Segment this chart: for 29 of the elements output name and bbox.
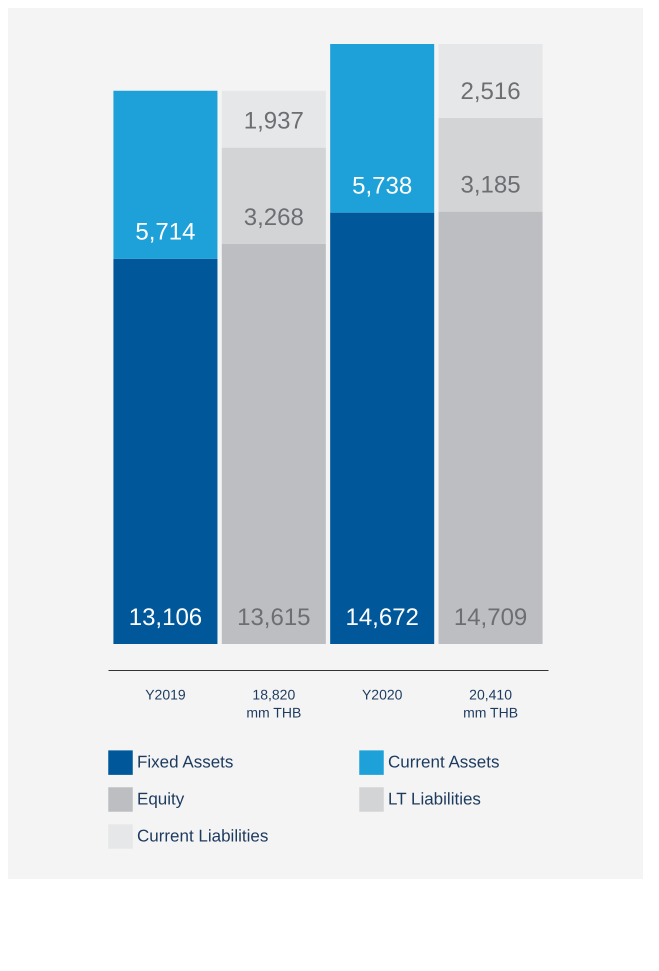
- x-tick-label: 18,820 mm THB: [246, 686, 302, 720]
- data-label: 5,714: [135, 218, 196, 246]
- bar: [113, 258, 218, 644]
- bar: [330, 212, 434, 644]
- bar: [113, 90, 218, 259]
- bar: [222, 244, 326, 644]
- bar: [222, 90, 326, 148]
- bar: [438, 212, 543, 644]
- data-label: 1,937: [244, 108, 304, 135]
- legend-label: Equity: [137, 790, 185, 808]
- data-label: 2,516: [460, 78, 521, 105]
- bar: [330, 44, 434, 213]
- x-tick-label: Y2020: [362, 686, 403, 702]
- data-label: 14,672: [345, 604, 419, 631]
- bar: [222, 148, 326, 244]
- legend-label: Fixed Assets: [137, 752, 234, 772]
- data-label: 3,185: [460, 172, 521, 199]
- legend-label: LT Liabilities: [388, 790, 481, 808]
- legend-label: Current Liabilities: [137, 826, 268, 846]
- data-label: 3,268: [244, 204, 304, 231]
- data-label: 14,709: [454, 604, 528, 631]
- x-tick-label: Y2019: [145, 686, 186, 702]
- x-tick-label: 20,410 mm THB: [463, 686, 518, 720]
- data-label: 5,738: [352, 172, 412, 200]
- data-label: 13,615: [237, 604, 311, 631]
- bar: [438, 44, 543, 118]
- bar: [438, 118, 543, 212]
- data-label: 13,106: [128, 604, 202, 631]
- legend-label: Current Assets: [388, 752, 500, 772]
